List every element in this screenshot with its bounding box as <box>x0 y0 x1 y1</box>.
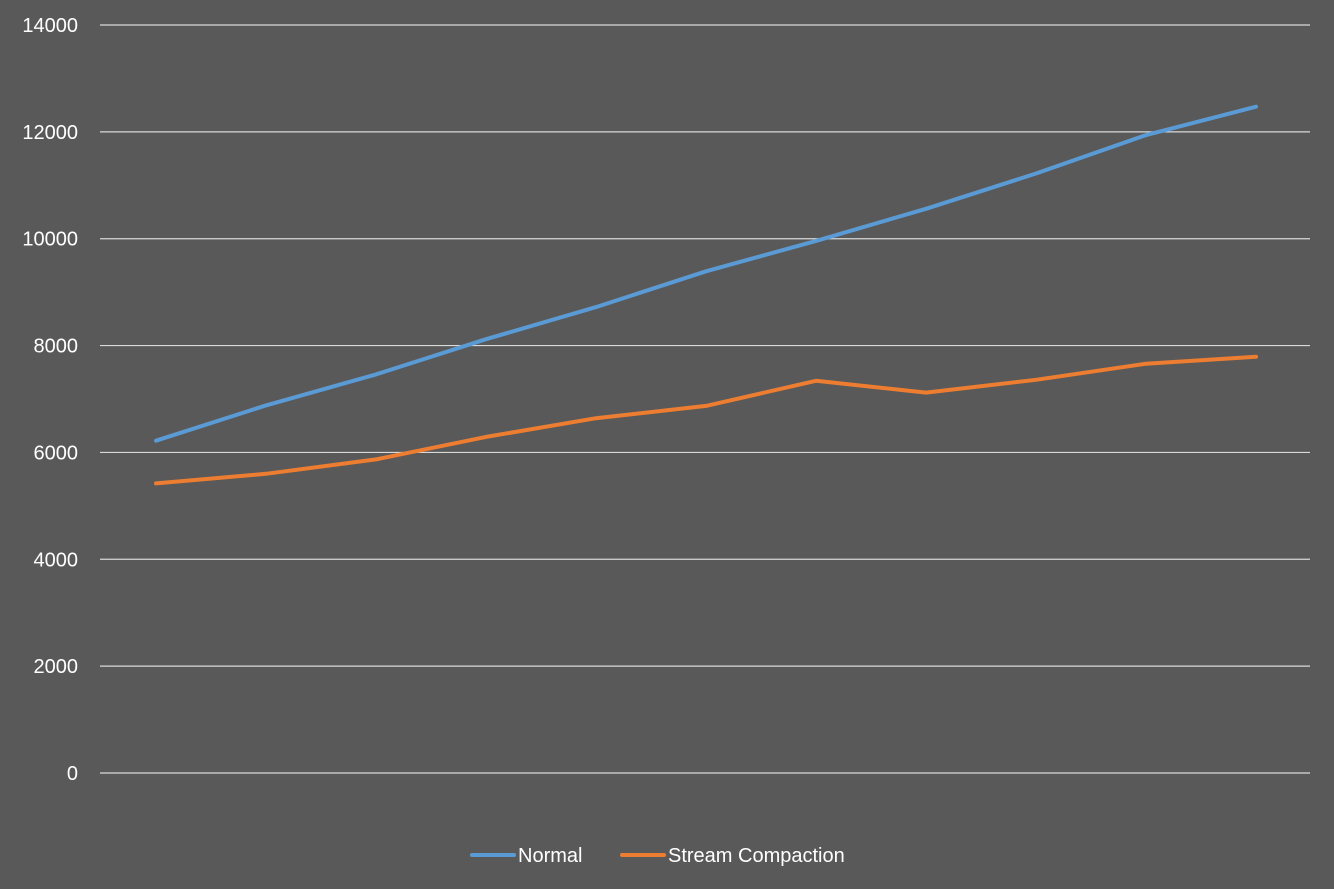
legend-label-normal: Normal <box>518 845 582 867</box>
y-tick-label-12000: 12000 <box>22 122 78 144</box>
y-tick-label-4000: 4000 <box>34 549 79 571</box>
series-line-normal <box>154 104 1258 443</box>
y-tick-label-2000: 2000 <box>34 656 79 678</box>
legend-label-stream-compaction: Stream Compaction <box>668 845 845 867</box>
y-tick-label-10000: 10000 <box>22 229 78 251</box>
y-tick-label-0: 0 <box>67 763 78 785</box>
y-tick-label-6000: 6000 <box>34 442 79 464</box>
legend: Normal Stream Compaction <box>470 845 845 867</box>
series-line-stream-compaction <box>154 354 1258 486</box>
y-tick-label-8000: 8000 <box>34 336 79 358</box>
y-axis-tick-labels: 0 2000 4000 6000 8000 10000 12000 14000 <box>22 15 78 785</box>
gridlines <box>100 24 1310 774</box>
series-lines <box>154 104 1258 486</box>
y-tick-label-14000: 14000 <box>22 15 78 37</box>
